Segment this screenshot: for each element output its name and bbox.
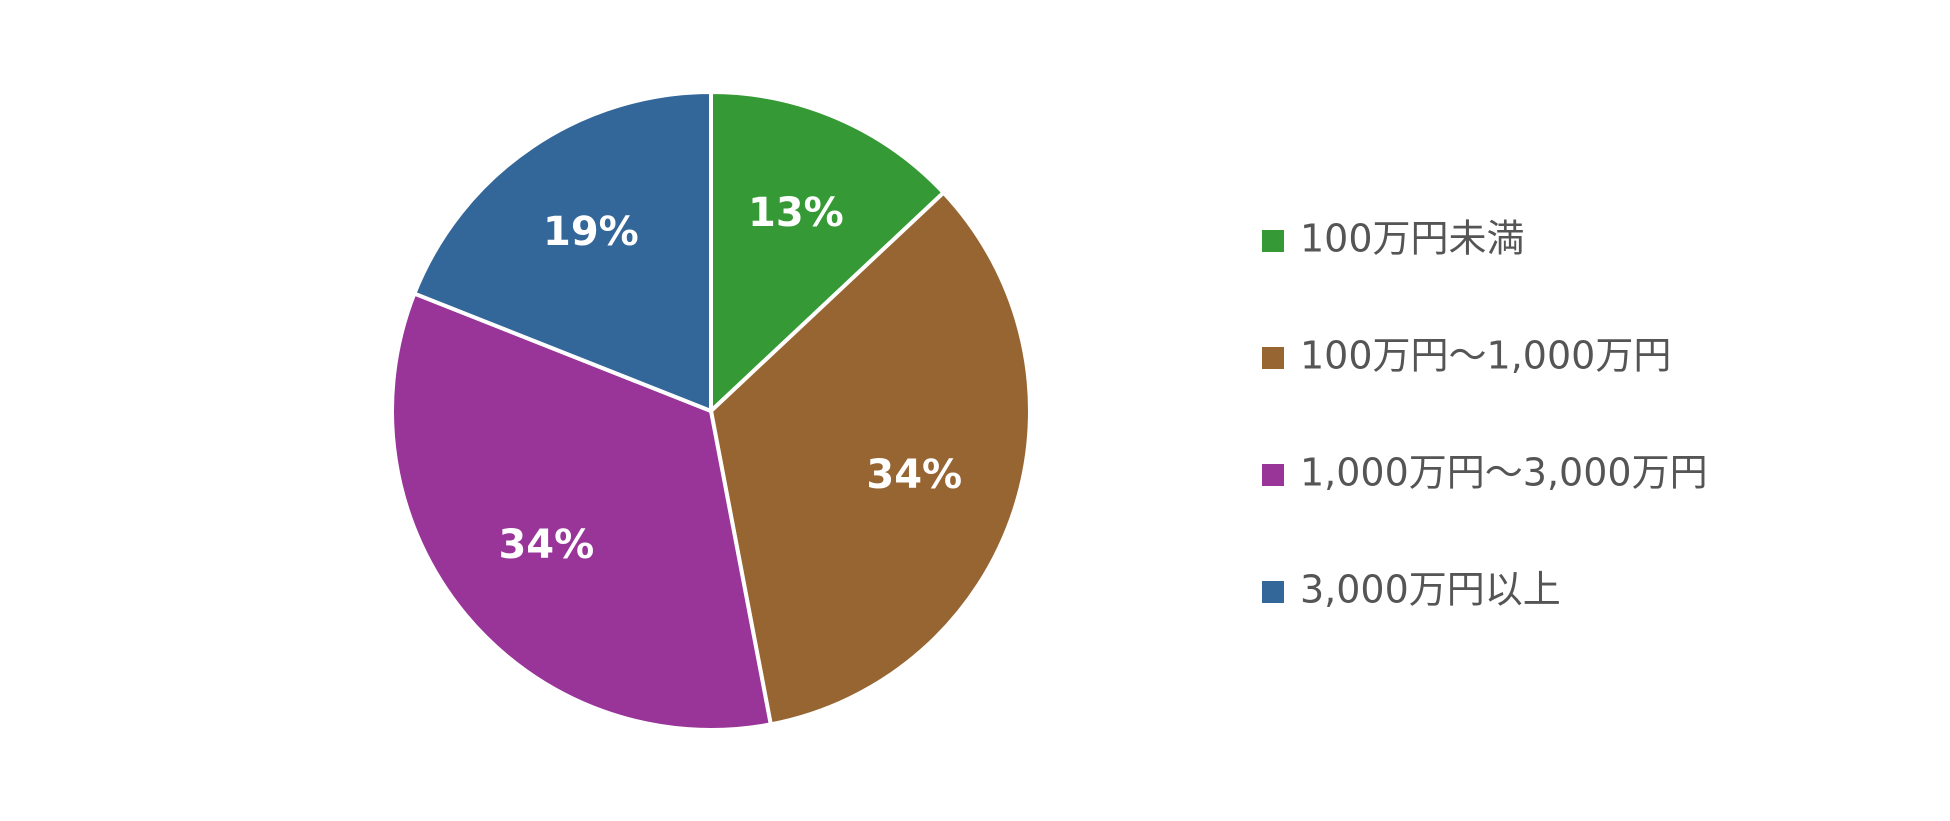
value-label: 19%: [543, 209, 639, 255]
legend-swatch: [1262, 230, 1284, 252]
legend-label: 3,000万円以上: [1300, 568, 1561, 612]
legend-swatch: [1262, 581, 1284, 603]
value-label: 34%: [498, 522, 594, 568]
pie-slice: [709, 190, 1032, 727]
pie-slice: [709, 90, 946, 413]
legend-swatch: [1262, 347, 1284, 369]
legend-label: 100万円未満: [1300, 217, 1525, 261]
pie-slice: [412, 90, 713, 413]
legend-label: 100万円〜1,000万円: [1300, 334, 1671, 378]
legend-swatch: [1262, 464, 1284, 486]
pie-slice: [390, 291, 773, 732]
legend-label: 1,000万円〜3,000万円: [1300, 451, 1708, 495]
value-label: 13%: [748, 190, 844, 236]
value-label: 34%: [866, 452, 962, 498]
